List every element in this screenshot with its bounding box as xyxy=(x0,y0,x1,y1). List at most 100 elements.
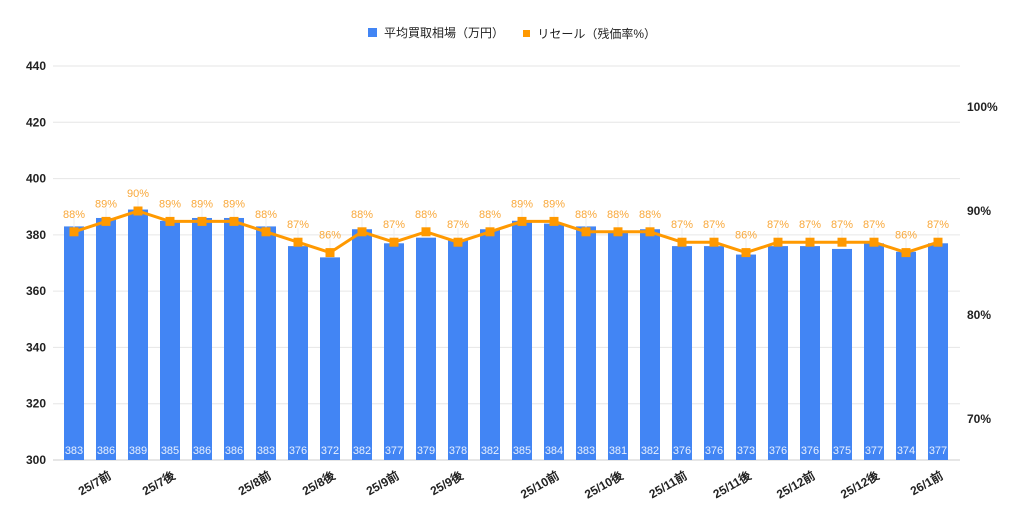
line-point[interactable] xyxy=(133,206,143,216)
line-value-label: 87% xyxy=(447,219,469,231)
left-axis-tick: 420 xyxy=(26,115,46,129)
x-axis-label: 25/12前 xyxy=(774,468,818,502)
line-point[interactable] xyxy=(101,216,111,226)
line-value-label: 86% xyxy=(735,230,757,242)
bar[interactable] xyxy=(576,226,596,460)
line-point[interactable] xyxy=(453,237,463,247)
line-point[interactable] xyxy=(389,237,399,247)
bar[interactable] xyxy=(224,217,244,460)
bar-value-label: 384 xyxy=(545,445,563,457)
bar[interactable] xyxy=(96,217,116,460)
bar[interactable] xyxy=(416,237,436,460)
line-value-label: 89% xyxy=(511,198,533,210)
line-point[interactable] xyxy=(837,237,847,247)
bar-value-label: 383 xyxy=(577,445,595,457)
bar[interactable] xyxy=(320,257,340,460)
line-point[interactable] xyxy=(901,248,911,258)
right-axis-tick: 70% xyxy=(967,412,991,426)
bar[interactable] xyxy=(256,226,276,460)
bar-value-label: 375 xyxy=(833,445,851,457)
line-point[interactable] xyxy=(581,227,591,237)
line-point[interactable] xyxy=(709,237,719,247)
line-point[interactable] xyxy=(357,227,367,237)
line-point[interactable] xyxy=(165,216,175,226)
bar[interactable] xyxy=(608,232,628,460)
line-point[interactable] xyxy=(261,227,271,237)
bar[interactable] xyxy=(288,246,308,460)
bar[interactable] xyxy=(512,220,532,460)
bar[interactable] xyxy=(832,248,852,460)
line-value-label: 88% xyxy=(575,209,597,221)
gridlines xyxy=(53,65,960,461)
bar-value-label: 376 xyxy=(769,445,787,457)
line-value-label: 87% xyxy=(383,219,405,231)
line-point[interactable] xyxy=(869,237,879,247)
line-value-label: 87% xyxy=(287,219,309,231)
chart-legend: 平均買取相場（万円） リセール（残価率%） xyxy=(0,24,1024,42)
x-axis-label: 25/8前 xyxy=(235,468,273,499)
line-value-label: 87% xyxy=(671,219,693,231)
right-axis-tick: 100% xyxy=(967,100,998,114)
bar[interactable] xyxy=(448,240,468,460)
line-point[interactable] xyxy=(421,227,431,237)
line-point[interactable] xyxy=(677,237,687,247)
line-point[interactable] xyxy=(645,227,655,237)
line-point[interactable] xyxy=(485,227,495,237)
line-value-label: 89% xyxy=(223,198,245,210)
line-point[interactable] xyxy=(805,237,815,247)
line-value-label: 88% xyxy=(351,209,373,221)
line-point[interactable] xyxy=(69,227,79,237)
bar-value-label: 386 xyxy=(225,445,243,457)
bar[interactable] xyxy=(640,229,660,460)
bar[interactable] xyxy=(672,246,692,460)
line-value-label: 88% xyxy=(415,209,437,221)
legend-label-bar: 平均買取相場（万円） xyxy=(383,26,504,40)
bar-value-label: 372 xyxy=(321,445,339,457)
bar[interactable] xyxy=(800,246,820,460)
line-point[interactable] xyxy=(325,248,335,258)
left-axis-tick: 380 xyxy=(26,228,46,242)
bar[interactable] xyxy=(128,209,148,460)
left-axis-tick: 300 xyxy=(26,453,46,467)
line-value-label: 87% xyxy=(831,219,853,231)
line-point[interactable] xyxy=(197,216,207,226)
bar[interactable] xyxy=(384,243,404,460)
x-axis-label: 25/9前 xyxy=(363,468,401,499)
bar[interactable] xyxy=(768,246,788,460)
line-point[interactable] xyxy=(613,227,623,237)
bar[interactable] xyxy=(160,220,180,460)
line-point[interactable] xyxy=(517,216,527,226)
bar-value-label: 377 xyxy=(385,445,403,457)
bar-value-label: 382 xyxy=(353,445,371,457)
bar[interactable] xyxy=(896,251,916,460)
x-axis-label: 25/12後 xyxy=(838,467,883,502)
legend-label-line: リセール（残価率%） xyxy=(537,27,657,41)
right-axis-tick: 90% xyxy=(967,204,991,218)
bar[interactable] xyxy=(864,243,884,460)
bar[interactable] xyxy=(192,217,212,460)
line-point[interactable] xyxy=(549,216,559,226)
line-value-label: 86% xyxy=(319,230,341,242)
bar[interactable] xyxy=(480,229,500,460)
legend-item-bar[interactable]: 平均買取相場（万円） xyxy=(367,24,504,41)
bar[interactable] xyxy=(544,223,564,460)
bar[interactable] xyxy=(736,254,756,460)
left-axis-tick: 400 xyxy=(26,172,46,186)
bar[interactable] xyxy=(64,226,84,460)
line-point[interactable] xyxy=(229,216,239,226)
bar[interactable] xyxy=(352,229,372,460)
line-series: 88% 89% 90% 89% 89% 89% 88% 87% 86% 88% 87% 88% 87% 8… xyxy=(63,188,949,258)
bar[interactable] xyxy=(928,243,948,460)
line-point[interactable] xyxy=(741,248,751,258)
bar[interactable] xyxy=(704,246,724,460)
line-point[interactable] xyxy=(773,237,783,247)
line-point[interactable] xyxy=(933,237,943,247)
bar-value-label: 378 xyxy=(449,445,467,457)
bar-value-label: 385 xyxy=(161,445,179,457)
right-axis-tick: 80% xyxy=(967,308,991,322)
legend-item-line[interactable]: リセール（残価率%） xyxy=(523,25,656,42)
x-axis-label: 25/10前 xyxy=(518,468,562,502)
bar-value-label: 383 xyxy=(257,445,275,457)
bar-value-label: 386 xyxy=(97,445,115,457)
line-point[interactable] xyxy=(293,237,303,247)
